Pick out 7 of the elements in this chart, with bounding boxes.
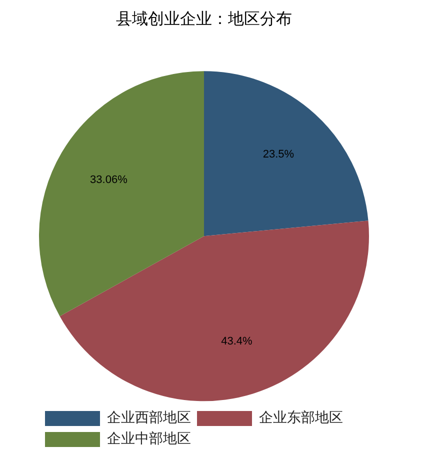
data-label: 43.4% xyxy=(221,336,253,348)
legend-label: 企业西部地区 xyxy=(107,410,191,426)
chart-title: 县域创业企业：地区分布 xyxy=(116,8,292,28)
data-label: 33.06% xyxy=(90,174,128,186)
legend-label: 企业中部地区 xyxy=(107,431,191,448)
data-label: 23.5% xyxy=(262,148,294,160)
legend-label: 企业东部地区 xyxy=(259,410,343,426)
